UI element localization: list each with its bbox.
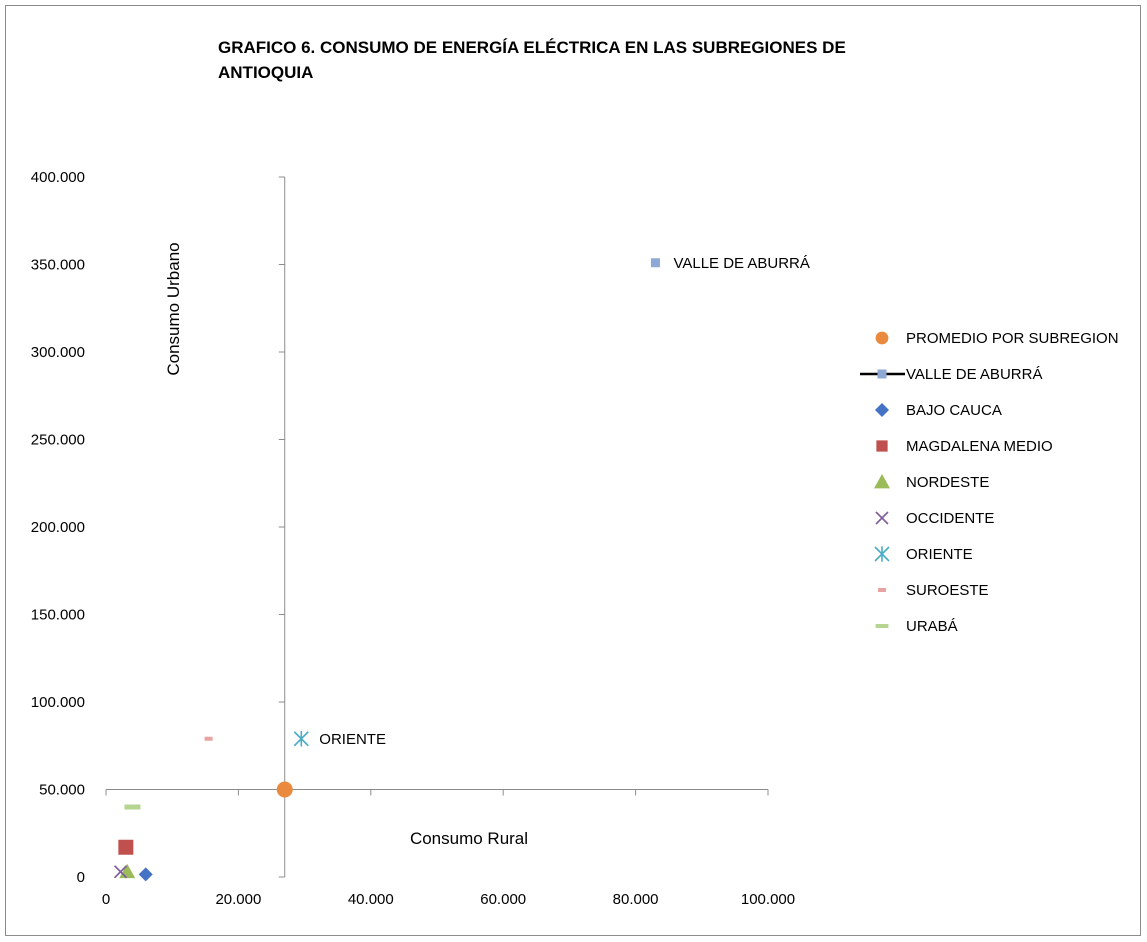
chart-frame	[5, 5, 1141, 936]
chart-title-line-1: GRAFICO 6. CONSUMO DE ENERGÍA ELÉCTRICA …	[218, 38, 846, 57]
legend-label: URABÁ	[906, 618, 958, 635]
data-point-1	[650, 258, 660, 268]
y-tick-label: 250.000	[31, 432, 85, 449]
legend-label: VALLE DE ABURRÁ	[906, 366, 1042, 383]
point-label: ORIENTE	[319, 731, 386, 748]
y-tick-label: 400.000	[31, 169, 85, 186]
legend-item: PROMEDIO POR SUBREGION	[875, 330, 1119, 347]
legend-marker	[877, 369, 887, 379]
legend-item: BAJO CAUCA	[875, 402, 1002, 419]
legend-marker-shape	[878, 588, 886, 592]
data-point-8-shape	[124, 804, 141, 810]
data-point-3-shape	[118, 839, 134, 855]
y-tick-label: 350.000	[31, 257, 85, 274]
y-tick-label: 300.000	[31, 344, 85, 361]
legend-marker	[874, 474, 890, 489]
legend-marker-shape	[875, 403, 889, 417]
x-tick-labels: 0 20.000 40.000 60.000 80.000 100.000	[102, 891, 795, 908]
y-tick-label: 0	[77, 869, 85, 886]
y-tick-labels: 0 50.000 100.000 150.000 200.000 250.000 300.0…	[31, 169, 85, 886]
y-axis-title: Consumo Urbano	[164, 242, 183, 375]
y-tick-label: 100.000	[31, 694, 85, 711]
data-point-6	[293, 731, 309, 747]
data-point-5	[113, 865, 128, 879]
x-tick-label: 0	[102, 891, 110, 908]
legend-marker	[875, 511, 889, 525]
legend-item: ORIENTE	[874, 546, 973, 563]
legend-item: NORDESTE	[874, 474, 989, 491]
chart-title: GRAFICO 6. CONSUMO DE ENERGÍA ELÉCTRICA …	[218, 38, 846, 82]
legend: PROMEDIO POR SUBREGION VALLE DE ABURRÁ BAJ…	[860, 330, 1119, 635]
data-point-2	[138, 867, 153, 882]
point-labels: VALLE DE ABURRÁ ORIENTE	[319, 255, 810, 748]
x-tick-label: 100.000	[741, 891, 795, 908]
data-point-7	[204, 736, 213, 741]
x-tick-label: 60.000	[480, 891, 526, 908]
legend-marker	[875, 624, 889, 628]
legend-marker	[878, 588, 886, 592]
legend-marker-shape	[875, 331, 889, 345]
legend-label: OCCIDENTE	[906, 510, 994, 527]
legend-marker-shape	[874, 474, 890, 489]
y-tick-label: 200.000	[31, 519, 85, 536]
legend-label: SUROESTE	[906, 582, 989, 599]
x-tick-label: 80.000	[613, 891, 659, 908]
legend-marker-shape	[877, 369, 887, 379]
y-tick-label: 50.000	[39, 782, 85, 799]
legend-item: SUROESTE	[878, 582, 989, 599]
legend-marker	[875, 331, 889, 345]
legend-item: MAGDALENA MEDIO	[876, 438, 1053, 455]
y-tick-label: 150.000	[31, 607, 85, 624]
legend-marker	[874, 546, 890, 562]
legend-label: BAJO CAUCA	[906, 402, 1002, 419]
legend-marker-stroke	[875, 511, 889, 525]
data-point-2-shape	[138, 867, 153, 882]
chart-title-line-2: ANTIOQUIA	[218, 63, 313, 82]
data-point-8	[124, 804, 141, 810]
legend-marker-shape	[875, 624, 889, 628]
axes	[105, 176, 769, 878]
x-tick-label: 40.000	[348, 891, 394, 908]
data-point-0	[276, 781, 293, 798]
data-point-1-shape	[650, 258, 660, 268]
legend-marker	[876, 440, 888, 452]
legend-item: OCCIDENTE	[875, 510, 994, 527]
data-point-0-shape	[276, 781, 293, 798]
data-point-3	[118, 839, 134, 855]
legend-item: URABÁ	[875, 618, 958, 635]
legend-item: VALLE DE ABURRÁ	[860, 366, 1042, 383]
x-axis-title: Consumo Rural	[410, 829, 528, 848]
legend-label: NORDESTE	[906, 474, 989, 491]
legend-label: ORIENTE	[906, 546, 973, 563]
legend-marker	[875, 403, 889, 417]
legend-marker-shape	[876, 440, 888, 452]
data-point-7-shape	[204, 736, 213, 741]
data-points	[113, 258, 660, 882]
point-label: VALLE DE ABURRÁ	[673, 255, 809, 272]
data-point-5-stroke	[113, 865, 128, 879]
x-tick-label: 20.000	[215, 891, 261, 908]
legend-label: PROMEDIO POR SUBREGION	[906, 330, 1119, 347]
legend-label: MAGDALENA MEDIO	[906, 438, 1053, 455]
